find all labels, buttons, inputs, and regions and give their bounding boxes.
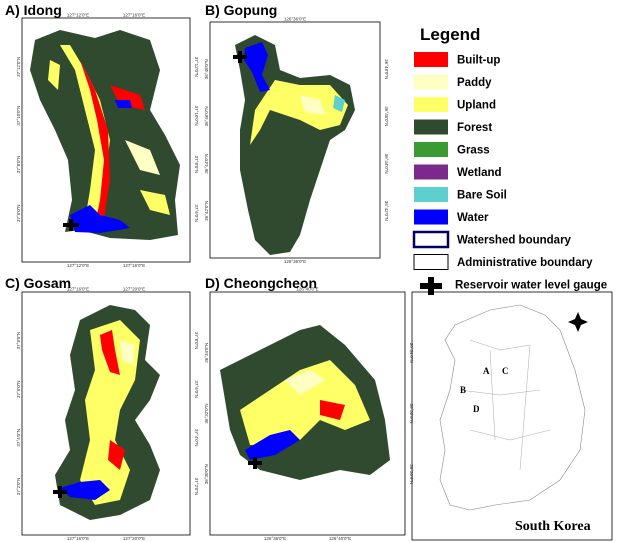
legend-label: Watershed boundary bbox=[457, 235, 572, 247]
legend-swatch bbox=[414, 209, 448, 225]
coord-label: 36°32'0"N bbox=[204, 403, 209, 423]
coord-label: 126°40'0"E bbox=[296, 287, 318, 292]
coord-label: 127°12'0"E bbox=[67, 13, 89, 18]
coord-label: 37°12'0"N bbox=[194, 57, 199, 77]
legend-swatch bbox=[412, 230, 450, 249]
coord-label: 37°8'0"N bbox=[16, 156, 21, 174]
coord-label: 37°10'0"N bbox=[194, 106, 199, 126]
legend-swatch bbox=[414, 187, 448, 202]
legend-label: Administrative boundary bbox=[457, 257, 593, 269]
coord-label: 36°34'0"N bbox=[409, 343, 414, 363]
legend-swatch bbox=[414, 142, 448, 157]
coord-label: 36°46'0"N bbox=[204, 106, 209, 126]
coord-label: 36°46'0"N bbox=[384, 106, 389, 126]
inset-marker: A bbox=[483, 366, 490, 376]
legend-label: Upland bbox=[457, 100, 496, 112]
map-gopung bbox=[209, 21, 381, 259]
coord-label: 126°36'0"E bbox=[284, 259, 306, 264]
legend-swatch bbox=[414, 74, 448, 90]
legend-swatch bbox=[414, 97, 448, 112]
coord-label: 127°20'0"E bbox=[123, 287, 145, 292]
coord-label: 127°16'0"E bbox=[123, 263, 145, 268]
coord-label: 37°2'0"N bbox=[16, 478, 21, 496]
map-cheongcheon bbox=[209, 291, 406, 536]
map-idong bbox=[21, 17, 191, 263]
inset-marker: C bbox=[502, 366, 509, 376]
coord-label: 36°30'0"N bbox=[409, 464, 414, 484]
panel-title: D) Cheongcheon bbox=[205, 275, 317, 291]
coord-label: 127°16'0"E bbox=[67, 536, 89, 541]
inset-title: South Korea bbox=[515, 519, 591, 534]
coord-label: 37°6'0"N bbox=[194, 380, 199, 398]
legend-label: Built-up bbox=[457, 55, 500, 67]
legend-swatch bbox=[414, 119, 448, 135]
coord-label: 36°48'0"N bbox=[204, 59, 209, 79]
coord-label: 127°16'0"E bbox=[67, 287, 89, 292]
coord-label: 126°36'0"E bbox=[264, 536, 286, 541]
coord-label: 37°8'0"N bbox=[194, 332, 199, 350]
coord-label: 126°36'0"E bbox=[284, 17, 306, 22]
legend-label: Forest bbox=[457, 122, 492, 134]
legend-label: Wetland bbox=[457, 167, 502, 179]
legend-swatch bbox=[413, 254, 449, 270]
coord-label: 36°34'0"N bbox=[204, 343, 209, 363]
legend-swatch bbox=[414, 164, 448, 180]
coord-label: 37°8'0"N bbox=[194, 156, 199, 174]
legend-title: Legend bbox=[420, 25, 480, 44]
coord-label: 127°16'0"E bbox=[123, 13, 145, 18]
coord-label: 37°10'0"N bbox=[16, 106, 21, 126]
coord-label: 36°44'0"N bbox=[204, 154, 209, 174]
legend-swatch bbox=[414, 52, 448, 67]
coord-label: 36°42'0"N bbox=[384, 201, 389, 221]
coord-label: 36°30'0"N bbox=[204, 464, 209, 484]
coord-label: 37°6'0"N bbox=[194, 204, 199, 222]
coord-label: 37°12'0"N bbox=[16, 57, 21, 77]
panel-title: A) Idong bbox=[5, 2, 62, 18]
legend-label: Water bbox=[457, 212, 489, 224]
coord-label: 37°8'0"N bbox=[16, 332, 21, 350]
coord-label: 37°6'0"N bbox=[16, 204, 21, 222]
panel-title: C) Gosam bbox=[5, 275, 71, 291]
legend-label: Paddy bbox=[457, 77, 492, 89]
coord-label: 36°42'0"N bbox=[204, 201, 209, 221]
coord-label: 37°2'0"N bbox=[194, 478, 199, 496]
legend-label: Grass bbox=[457, 145, 490, 157]
legend-gauge bbox=[420, 277, 442, 295]
map-gosam bbox=[21, 291, 191, 536]
inset-marker: D bbox=[473, 404, 480, 414]
coord-label: 36°32'0"N bbox=[409, 403, 414, 423]
coord-label: 126°40'0"E bbox=[329, 536, 351, 541]
legend-label: Reservoir water level gauge bbox=[455, 280, 607, 292]
inset-marker: B bbox=[460, 385, 466, 395]
coord-label: 36°48'0"N bbox=[384, 59, 389, 79]
korea-inset bbox=[411, 291, 613, 541]
coord-label: 36°44'0"N bbox=[384, 154, 389, 174]
legend-label: Bare Soil bbox=[457, 190, 507, 202]
panel-title: B) Gopung bbox=[205, 2, 277, 18]
coord-label: 127°20'0"E bbox=[123, 536, 145, 541]
coord-label: 37°6'0"N bbox=[16, 380, 21, 398]
coord-label: 37°4'0"N bbox=[16, 429, 21, 447]
coord-label: 127°12'0"E bbox=[67, 263, 89, 268]
coord-label: 37°4'0"N bbox=[194, 429, 199, 447]
